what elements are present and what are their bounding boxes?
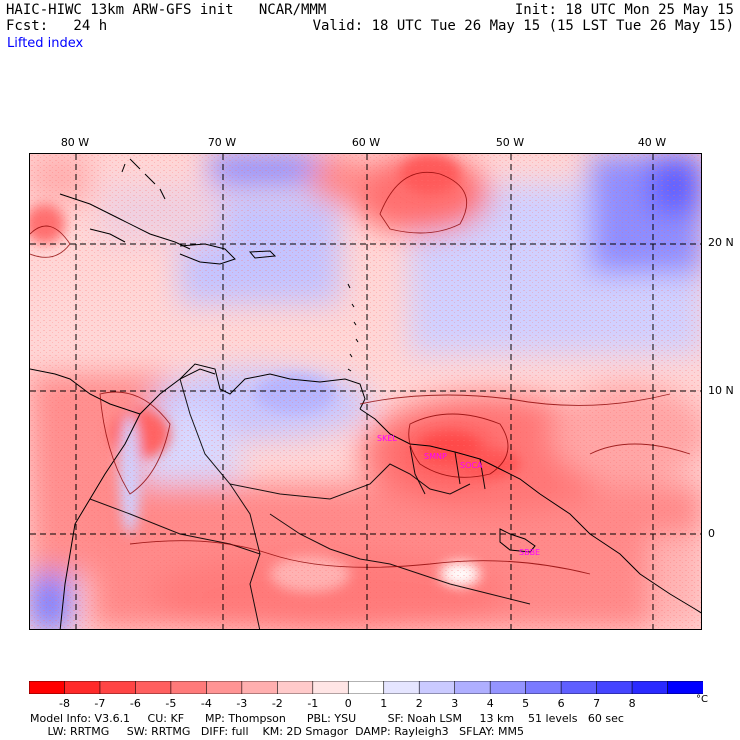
map-canvas: SKEL SMNP SOCA SBBE: [30, 154, 701, 629]
colorbar-tick-label: -1: [307, 697, 319, 710]
coastlines: [30, 158, 701, 629]
colorbar-box: [29, 681, 66, 694]
colorbar-box: [241, 681, 279, 694]
lon-label-40w: 40 W: [637, 136, 667, 149]
colorbar-box: [64, 681, 101, 694]
colorbar-tick-label: 4: [486, 697, 494, 710]
lat-label-20n: 20 N: [708, 236, 734, 249]
colorbar-tick-label: 7: [593, 697, 601, 710]
lat-label-equator: 0: [708, 527, 715, 540]
colorbar-box: [525, 681, 562, 694]
station-sbbe: SBBE: [519, 548, 540, 557]
colorbar-tick-label: 8: [628, 697, 636, 710]
colorbar-tick-label: 2: [415, 697, 423, 710]
colorbar-box: [277, 681, 314, 694]
colorbar: [29, 681, 703, 694]
lon-label-70w: 70 W: [207, 136, 237, 149]
colorbar-box: [560, 681, 598, 694]
lon-label-60w: 60 W: [351, 136, 381, 149]
colorbar-tick-label: 5: [522, 697, 530, 710]
colorbar-box: [347, 681, 385, 694]
colorbar-box: [454, 681, 491, 694]
station-soca: SOCA: [460, 461, 483, 470]
colorbar-tick-label: -3: [236, 697, 248, 710]
colorbar-box: [99, 681, 137, 694]
colorbar-unit: °C: [696, 694, 708, 705]
colorbar-tick-label: 6: [557, 697, 565, 710]
colorbar-box: [312, 681, 350, 694]
colorbar-box: [489, 681, 527, 694]
colorbar-tick-label: -2: [271, 697, 283, 710]
valid-time: Valid: 18 UTC Tue 26 May 15 (15 LST Tue …: [312, 18, 734, 34]
colorbar-box: [170, 681, 208, 694]
lon-label-50w: 50 W: [495, 136, 525, 149]
colorbar-box: [631, 681, 669, 694]
init-time: Init: 18 UTC Mon 25 May 15: [514, 2, 734, 18]
model-info-line-1: Model Info: V3.6.1 CU: KF MP: Thompson P…: [30, 712, 624, 725]
station-skel: SKEL: [377, 434, 397, 443]
field-name: Lifted index: [7, 36, 84, 51]
field-texture: [30, 154, 701, 629]
model-title: HAIC-HIWC 13km ARW-GFS init NCAR/MMM: [6, 2, 327, 18]
contour-lines: [30, 171, 691, 575]
colorbar-box: [418, 681, 456, 694]
colorbar-box: [383, 681, 421, 694]
colorbar-box: [206, 681, 243, 694]
lat-lon-grid: [30, 154, 701, 629]
forecast-hour: Fcst: 24 h: [6, 18, 108, 34]
colorbar-tick-label: -5: [165, 697, 177, 710]
station-smnp: SMNP: [424, 452, 447, 461]
lifted-index-map: SKEL SMNP SOCA SBBE: [29, 153, 702, 630]
colorbar-box: [596, 681, 633, 694]
colorbar-tick-label: -4: [200, 697, 212, 710]
colorbar-tick-label: 3: [451, 697, 459, 710]
colorbar-tick-label: 1: [380, 697, 388, 710]
colorbar-tick-label: 0: [344, 697, 352, 710]
colorbar-tick-label: -8: [59, 697, 70, 710]
stations: SKEL SMNP SOCA SBBE: [377, 434, 540, 557]
lon-label-80w: 80 W: [60, 136, 90, 149]
colorbar-tick-label: -6: [129, 697, 141, 710]
colorbar-box: [667, 681, 703, 694]
colorbar-box: [135, 681, 172, 694]
model-info-line-2: LW: RRTMG SW: RRTMG DIFF: full KM: 2D Sm…: [30, 725, 524, 738]
lat-label-10n: 10 N: [708, 384, 734, 397]
colorbar-tick-label: -7: [94, 697, 106, 710]
